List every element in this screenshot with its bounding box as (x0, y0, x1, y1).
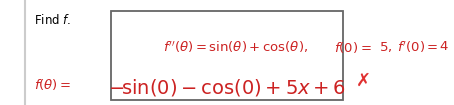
Text: $-\!\sin\!\left(0\right) - \cos\!\left(0\right) + 5x + 6$: $-\!\sin\!\left(0\right) - \cos\!\left(0… (108, 77, 346, 98)
Text: $f''(\theta) = \sin(\theta) + \cos(\theta),$: $f''(\theta) = \sin(\theta) + \cos(\thet… (163, 40, 309, 55)
Text: ✗: ✗ (355, 71, 371, 89)
Text: $f(0) =$: $f(0) =$ (334, 40, 371, 55)
Text: $f'(0) =$: $f'(0) =$ (397, 40, 439, 55)
FancyBboxPatch shape (111, 10, 343, 100)
Text: $4$: $4$ (439, 40, 449, 53)
Text: $f(\theta) =$: $f(\theta) =$ (34, 77, 71, 92)
Text: Find $f$.: Find $f$. (34, 13, 71, 27)
Text: $5,$: $5,$ (379, 40, 392, 54)
